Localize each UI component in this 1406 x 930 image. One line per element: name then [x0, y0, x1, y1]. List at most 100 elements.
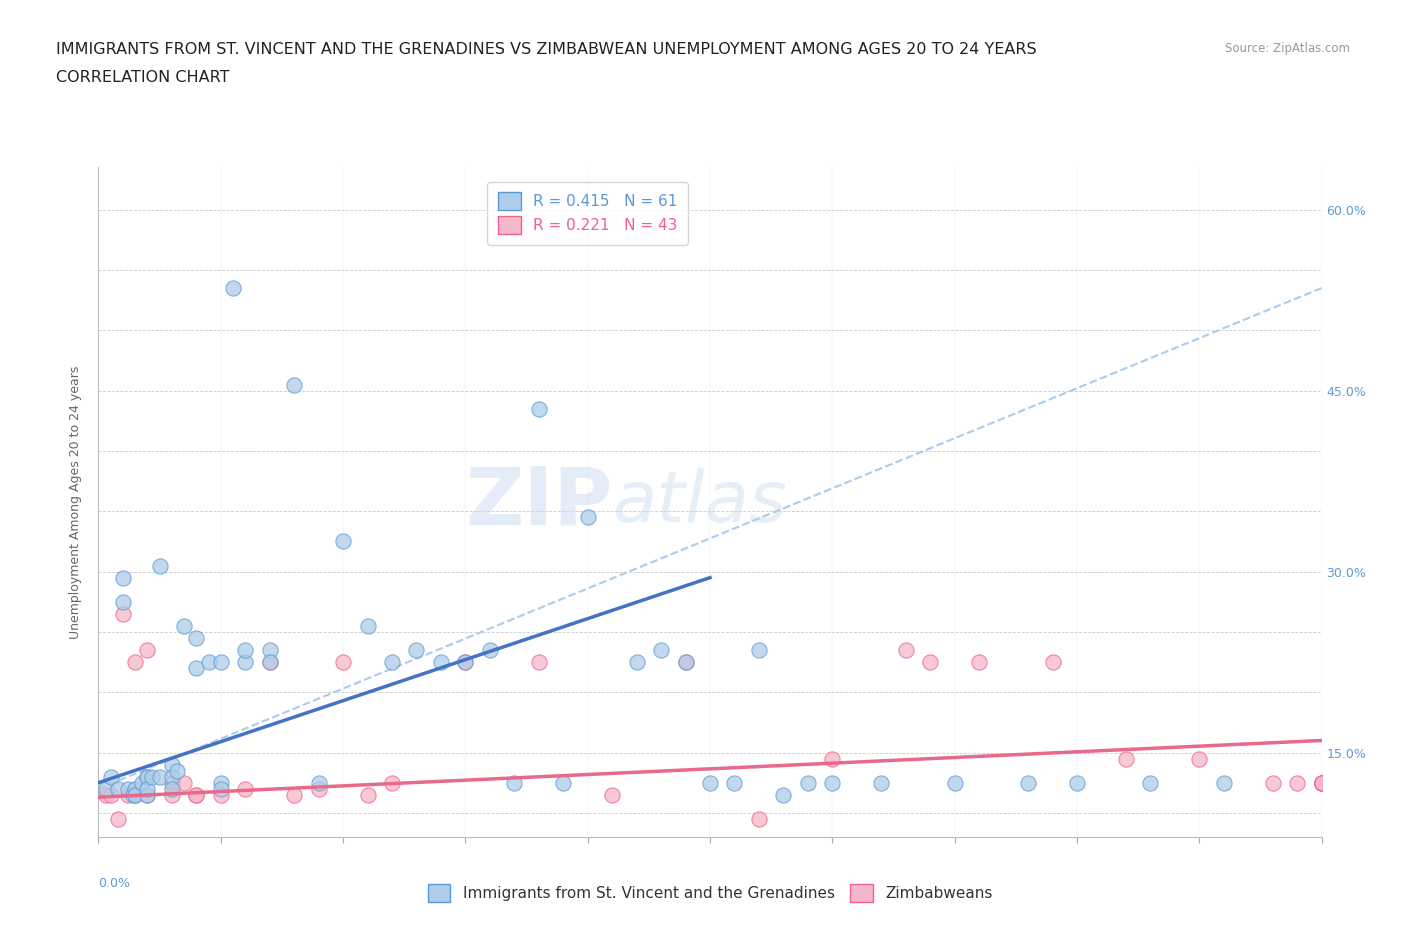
- Point: [149, 558, 172, 573]
- Point: [381, 655, 404, 670]
- Point: [943, 776, 966, 790]
- Point: [233, 643, 256, 658]
- Point: [527, 401, 550, 416]
- Point: [967, 655, 990, 670]
- Point: [1188, 751, 1211, 766]
- Point: [136, 769, 159, 784]
- Point: [136, 643, 159, 658]
- Point: [920, 655, 942, 670]
- Point: [1310, 776, 1333, 790]
- Point: [675, 655, 697, 670]
- Point: [186, 788, 208, 803]
- Point: [1066, 776, 1088, 790]
- Point: [160, 788, 183, 803]
- Point: [870, 776, 893, 790]
- Point: [821, 776, 844, 790]
- Point: [797, 776, 820, 790]
- Point: [136, 781, 159, 796]
- Point: [233, 655, 256, 670]
- Point: [1115, 751, 1137, 766]
- Point: [173, 618, 195, 633]
- Point: [675, 655, 697, 670]
- Point: [209, 788, 232, 803]
- Point: [160, 769, 183, 784]
- Point: [1042, 655, 1064, 670]
- Legend: Immigrants from St. Vincent and the Grenadines, Zimbabweans: Immigrants from St. Vincent and the Gren…: [420, 877, 1000, 910]
- Y-axis label: Unemployment Among Ages 20 to 24 years: Unemployment Among Ages 20 to 24 years: [69, 365, 83, 639]
- Point: [332, 534, 354, 549]
- Point: [111, 606, 134, 621]
- Point: [209, 781, 232, 796]
- Point: [430, 655, 453, 670]
- Point: [894, 643, 917, 658]
- Point: [748, 643, 770, 658]
- Point: [405, 643, 427, 658]
- Point: [111, 594, 134, 609]
- Point: [748, 812, 770, 827]
- Point: [107, 781, 129, 796]
- Text: atlas: atlas: [612, 468, 787, 537]
- Point: [600, 788, 623, 803]
- Point: [259, 655, 281, 670]
- Point: [124, 781, 146, 796]
- Point: [308, 776, 330, 790]
- Point: [94, 788, 117, 803]
- Point: [121, 788, 143, 803]
- Text: CORRELATION CHART: CORRELATION CHART: [56, 70, 229, 85]
- Point: [94, 781, 117, 796]
- Text: ZIP: ZIP: [465, 463, 612, 541]
- Point: [136, 769, 159, 784]
- Point: [527, 655, 550, 670]
- Text: IMMIGRANTS FROM ST. VINCENT AND THE GRENADINES VS ZIMBABWEAN UNEMPLOYMENT AMONG : IMMIGRANTS FROM ST. VINCENT AND THE GREN…: [56, 42, 1036, 57]
- Point: [160, 781, 183, 796]
- Point: [381, 776, 404, 790]
- Point: [576, 510, 599, 525]
- Point: [553, 776, 575, 790]
- Point: [131, 776, 153, 790]
- Point: [1261, 776, 1284, 790]
- Point: [209, 776, 232, 790]
- Point: [1212, 776, 1234, 790]
- Point: [124, 788, 146, 803]
- Point: [100, 769, 122, 784]
- Point: [454, 655, 477, 670]
- Point: [186, 631, 208, 645]
- Point: [1017, 776, 1039, 790]
- Text: Source: ZipAtlas.com: Source: ZipAtlas.com: [1225, 42, 1350, 55]
- Point: [1310, 776, 1333, 790]
- Point: [1310, 776, 1333, 790]
- Point: [160, 776, 183, 790]
- Point: [259, 655, 281, 670]
- Point: [283, 788, 305, 803]
- Point: [186, 788, 208, 803]
- Point: [100, 788, 122, 803]
- Point: [1310, 776, 1333, 790]
- Point: [117, 788, 139, 803]
- Point: [699, 776, 721, 790]
- Point: [1139, 776, 1161, 790]
- Point: [117, 781, 139, 796]
- Point: [160, 757, 183, 772]
- Point: [626, 655, 648, 670]
- Point: [723, 776, 745, 790]
- Point: [356, 788, 378, 803]
- Point: [124, 788, 146, 803]
- Point: [233, 781, 256, 796]
- Point: [124, 655, 146, 670]
- Point: [332, 655, 354, 670]
- Point: [149, 769, 172, 784]
- Point: [356, 618, 378, 633]
- Text: 0.0%: 0.0%: [98, 877, 131, 890]
- Point: [821, 751, 844, 766]
- Point: [478, 643, 501, 658]
- Point: [259, 643, 281, 658]
- Point: [454, 655, 477, 670]
- Point: [166, 764, 188, 778]
- Point: [772, 788, 794, 803]
- Point: [308, 781, 330, 796]
- Point: [283, 378, 305, 392]
- Point: [111, 570, 134, 585]
- Point: [197, 655, 219, 670]
- Point: [136, 788, 159, 803]
- Point: [1310, 776, 1333, 790]
